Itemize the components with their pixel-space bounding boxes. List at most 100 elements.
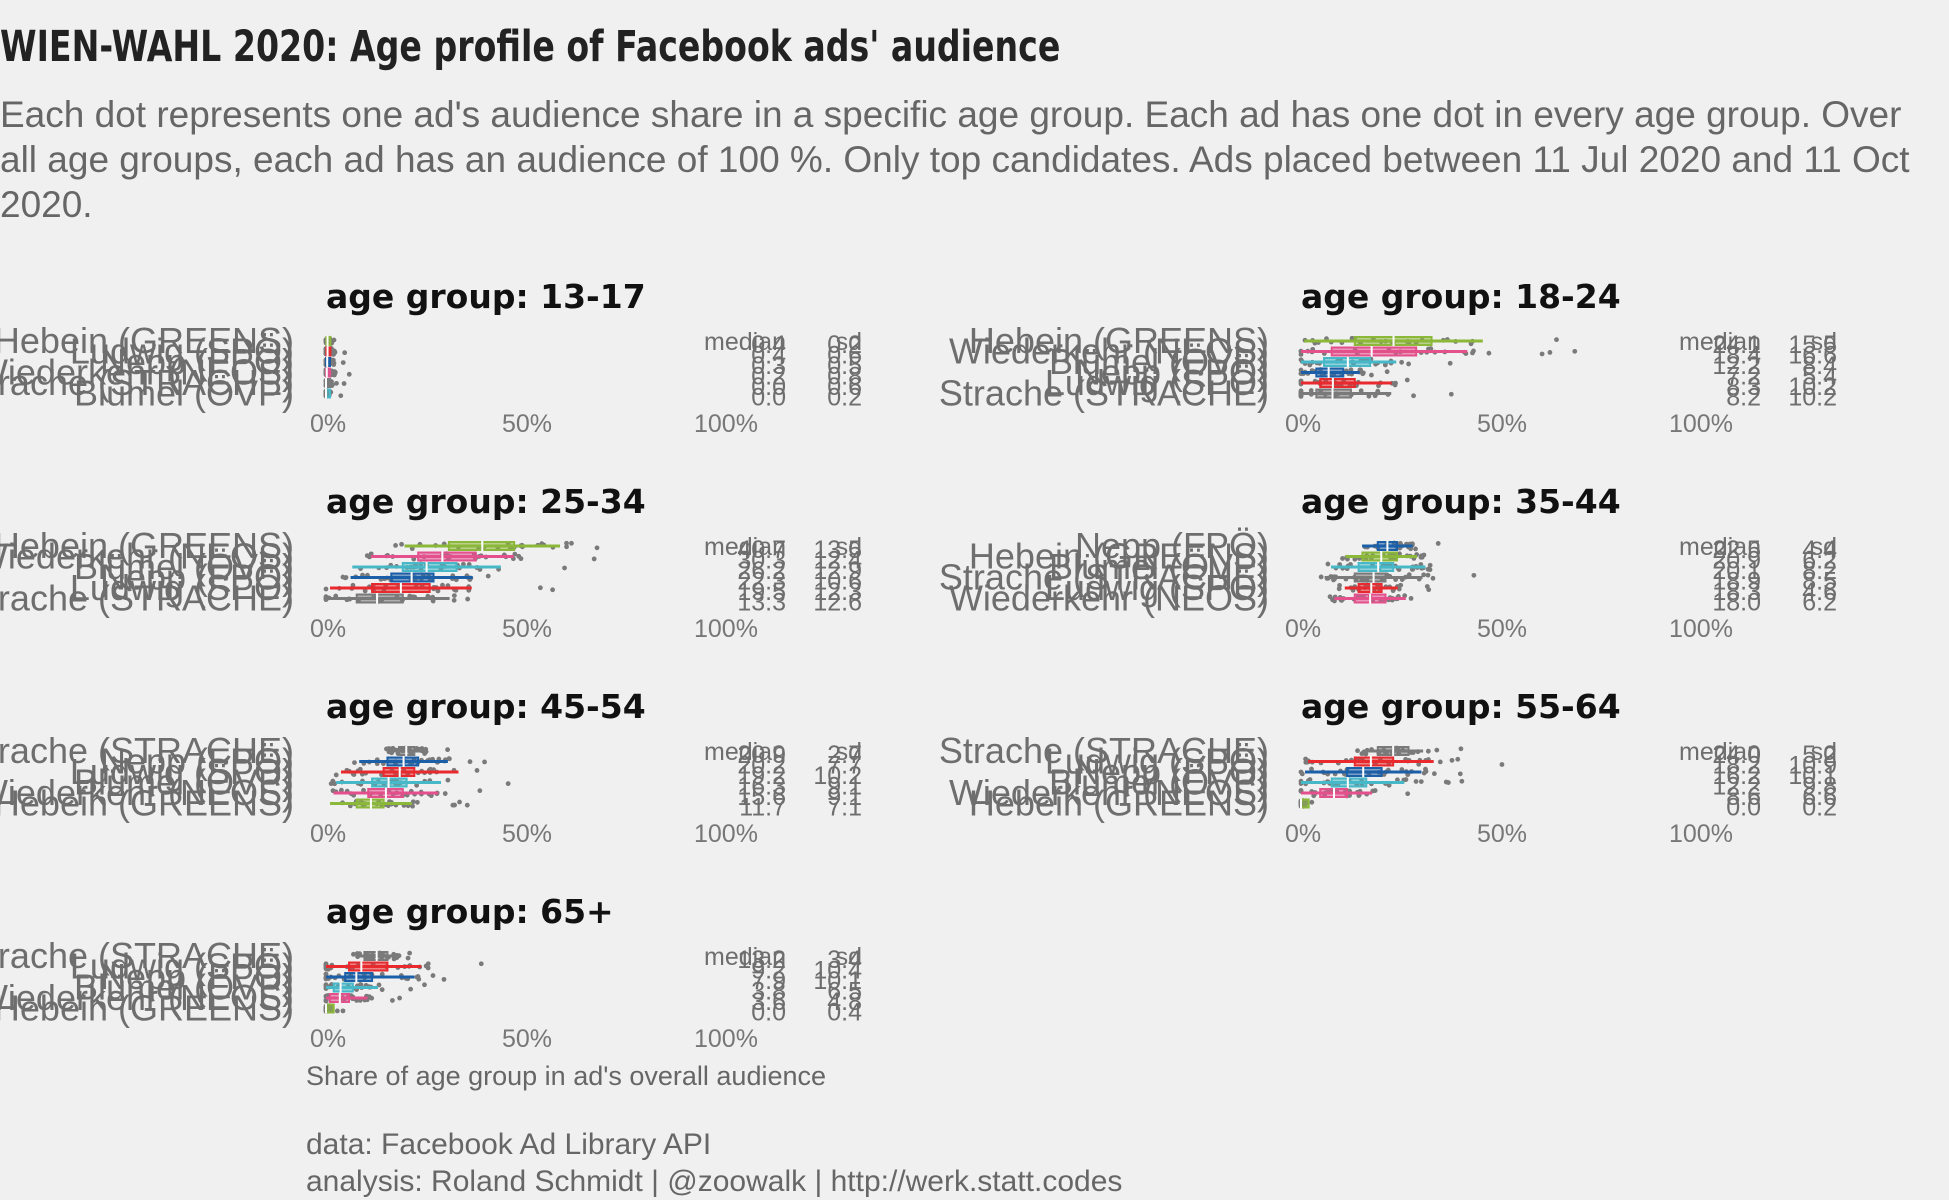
audience-dot bbox=[446, 756, 452, 762]
box bbox=[1315, 367, 1345, 378]
x-tick-label: 100% bbox=[694, 820, 758, 848]
x-tick-label: 100% bbox=[694, 410, 758, 438]
x-tick-label: 100% bbox=[694, 1025, 758, 1053]
audience-dot bbox=[430, 973, 436, 978]
x-tick-label: 100% bbox=[1669, 410, 1733, 438]
box bbox=[1300, 798, 1310, 809]
median-value: 15.6 bbox=[737, 783, 786, 811]
median-value: 18.9 bbox=[1712, 568, 1761, 596]
audience-dot bbox=[1369, 372, 1374, 378]
box bbox=[1353, 756, 1395, 767]
sd-value: 8.5 bbox=[1802, 568, 1837, 596]
sd-value: 12.9 bbox=[813, 557, 862, 585]
audience-dot bbox=[505, 781, 511, 787]
audience-dot bbox=[1359, 751, 1365, 757]
audience-dot bbox=[1455, 756, 1461, 762]
candidate-label: Hebein (GREENS) bbox=[969, 320, 1269, 361]
audience-dot bbox=[1459, 778, 1465, 784]
audience-dot bbox=[1357, 367, 1363, 373]
audience-dot bbox=[330, 348, 336, 354]
sd-value: 4.6 bbox=[1802, 578, 1837, 606]
candidate-label: Wiederkehr (NEOS) bbox=[0, 352, 294, 393]
candidate-label: Ludwig (SPÖ) bbox=[1045, 567, 1269, 608]
audience-dot bbox=[338, 393, 344, 399]
audience-dot bbox=[460, 561, 466, 567]
sd-value: 8.4 bbox=[1802, 352, 1837, 380]
audience-dot bbox=[1360, 370, 1366, 376]
audience-dot bbox=[338, 787, 344, 793]
panel-title: age group: 18-24 bbox=[1301, 277, 1621, 316]
sd-value: 0.4 bbox=[827, 999, 862, 1027]
x-tick-label: 100% bbox=[694, 615, 758, 643]
candidate-label: Blümel (ÖVP) bbox=[74, 373, 294, 414]
x-tick-label: 0% bbox=[310, 410, 346, 438]
x-tick-label: 50% bbox=[1477, 410, 1527, 438]
candidate-label: Blümel (ÖVP) bbox=[1049, 546, 1269, 587]
x-tick-label: 50% bbox=[502, 615, 552, 643]
audience-dot bbox=[352, 760, 357, 765]
caption-data-source: data: Facebook Ad Library API bbox=[306, 1128, 712, 1161]
box bbox=[348, 961, 389, 972]
audience-dot bbox=[445, 777, 451, 783]
audience-dot bbox=[393, 543, 398, 548]
median-value: 11.7 bbox=[739, 794, 786, 822]
audience-dot bbox=[362, 588, 368, 594]
sd-value: 2.7 bbox=[827, 741, 862, 769]
median-value: 0.2 bbox=[751, 363, 786, 391]
candidate-label: Nepp (FPÖ) bbox=[100, 341, 294, 382]
x-tick-label: 100% bbox=[1669, 615, 1733, 643]
candidate-label: Nepp (FPÖ) bbox=[1075, 751, 1269, 792]
audience-dot bbox=[1406, 572, 1412, 578]
audience-dot bbox=[457, 799, 462, 805]
audience-dot bbox=[1352, 556, 1358, 562]
audience-dot bbox=[1309, 799, 1315, 805]
audience-dot bbox=[323, 586, 329, 592]
box bbox=[1361, 551, 1399, 562]
box bbox=[1330, 346, 1418, 357]
candidate-label: Wiederkehr (NEOS) bbox=[0, 536, 294, 577]
audience-dot bbox=[1443, 779, 1449, 785]
median-value: 19.5 bbox=[737, 578, 786, 606]
panel-5: age group: 55-64 0% 50% 100% median sd Strache… bbox=[939, 687, 1837, 848]
sd-value: 13.5 bbox=[813, 536, 862, 564]
audience-dot bbox=[1308, 388, 1314, 393]
audience-dot bbox=[332, 781, 338, 787]
candidate-label: Nepp (FPÖ) bbox=[100, 741, 294, 782]
sd-value: 0.2 bbox=[1802, 794, 1837, 822]
sd-value: 0.6 bbox=[827, 342, 862, 370]
stat-header-sd: sd bbox=[836, 943, 862, 971]
audience-dot bbox=[397, 995, 402, 1001]
sd-value: 15.5 bbox=[1788, 331, 1837, 359]
audience-dot bbox=[1349, 335, 1355, 341]
audience-dot bbox=[516, 553, 522, 559]
audience-dot bbox=[1547, 350, 1553, 355]
audience-dot bbox=[351, 951, 356, 957]
audience-dot bbox=[464, 802, 470, 808]
sd-value: 6.2 bbox=[1802, 547, 1837, 575]
audience-dot bbox=[410, 799, 416, 805]
sd-value: 0.2 bbox=[827, 384, 862, 412]
x-tick-label: 0% bbox=[1285, 410, 1321, 438]
median-value: 7.9 bbox=[751, 967, 786, 995]
median-value: 18.4 bbox=[1712, 342, 1761, 370]
audience-dot bbox=[1421, 770, 1427, 776]
audience-dot bbox=[1372, 788, 1378, 793]
median-value: 0.0 bbox=[1726, 794, 1761, 822]
audience-dot bbox=[1427, 567, 1433, 573]
x-tick-label: 0% bbox=[1285, 820, 1321, 848]
audience-dot bbox=[1427, 562, 1433, 568]
sd-value: 6.5 bbox=[827, 978, 862, 1006]
sd-value: 12.6 bbox=[813, 589, 862, 617]
audience-dot bbox=[467, 759, 473, 765]
stat-header-sd: sd bbox=[836, 328, 862, 356]
audience-dot bbox=[1413, 546, 1418, 552]
chart-title: WIEN-WAHL 2020: Age profile of Facebook … bbox=[0, 22, 1061, 72]
stat-header-median: median bbox=[704, 328, 786, 356]
audience-dot bbox=[1449, 757, 1455, 763]
audience-dot bbox=[334, 380, 339, 386]
audience-dot bbox=[1413, 779, 1419, 784]
median-value: 9.2 bbox=[751, 957, 786, 985]
audience-dot bbox=[423, 746, 429, 752]
median-value: 40.7 bbox=[737, 536, 786, 564]
